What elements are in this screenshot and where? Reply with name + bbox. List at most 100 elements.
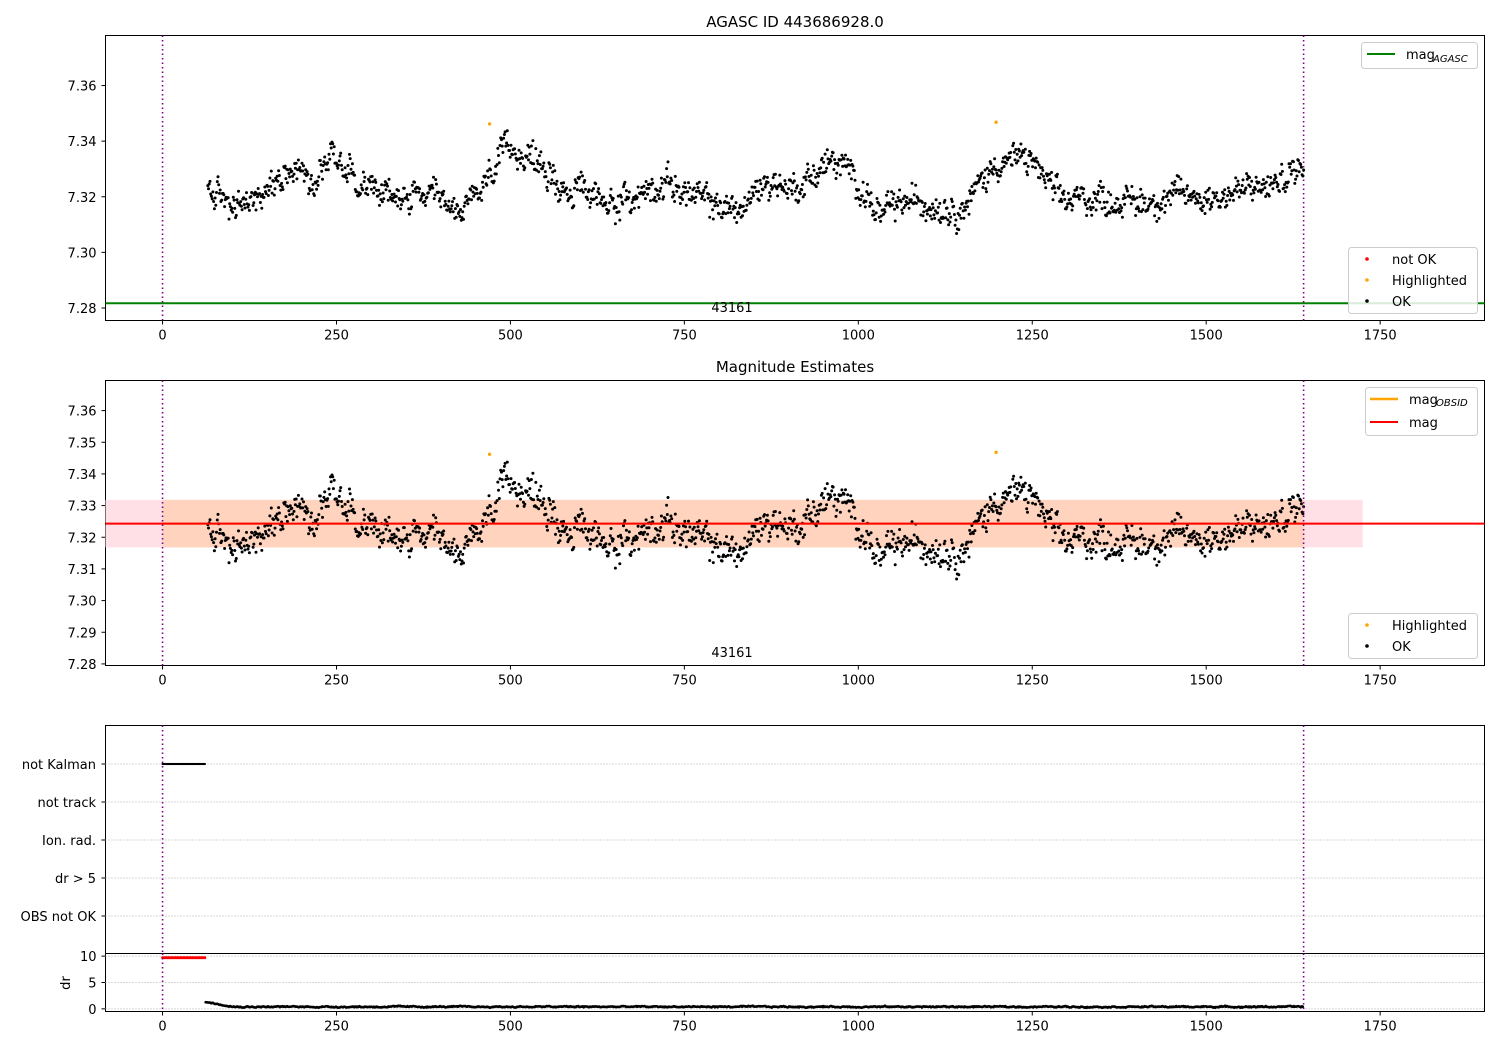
panel-magnitude-ok-point [537,488,541,492]
panel-magnitude-ok-point [273,526,277,530]
panel-magnitude-ok-point [899,541,903,545]
panel-magnitude-ok-point [291,518,295,522]
panel-magnitude-ok-point [872,556,876,560]
panel-magnitude-ok-point [1237,536,1241,539]
panel-agasc-ok-point [1177,175,1181,179]
panel-agasc-ok-point [1282,186,1286,190]
panel-agasc-ok-point [869,191,873,195]
panel-magnitude-ok-point [914,543,918,547]
panel-agasc-ok-point [784,182,788,186]
panel-agasc-ok-point [237,189,240,193]
panel-magnitude-ok-point [361,507,365,511]
panel-agasc-ok-point [581,174,584,178]
panel-agasc-ok-point [934,198,938,202]
panel-agasc-ok-point [386,198,390,202]
panel-magnitude-ok-point [513,481,517,484]
panel-magnitude-lines [105,380,1485,666]
panel-magnitude-ok-point [971,532,975,535]
panel-agasc-ok-point [643,197,647,201]
panel-agasc-ok-point [258,201,262,204]
panel-agasc-ok-point [554,192,557,196]
panel-magnitude-ok-point [213,537,217,541]
panel-agasc-ok-point [894,200,898,204]
panel-magnitude-ok-point [387,515,391,519]
panel-magnitude-ok-point [700,537,704,541]
panel-agasc-ok-point [410,183,414,187]
dr-ytick-label: 10 [80,950,97,965]
panel-agasc-ok-point [825,166,829,170]
panel-agasc-ok-point [337,159,341,163]
panel-magnitude-ok-point [1196,542,1200,546]
panel-agasc-ok-point [548,162,552,166]
panel-magnitude-ok-point [227,561,231,565]
panel-magnitude-ok-point [849,494,853,498]
panel-agasc-ok-point [1244,186,1248,190]
panel-agasc-ok-point [947,212,951,216]
panel-agasc-ok-point [905,196,909,199]
panel-agasc-ok-point [239,204,243,208]
panel-agasc-ok-point [1097,184,1101,188]
panel-magnitude-ok-point [450,545,454,549]
panel-agasc-ok-point [893,219,897,223]
panel-magnitude-ok-point [475,527,479,531]
panel-magnitude-ok-point [599,543,603,547]
panel-magnitude-ok-point [792,509,796,513]
panel-agasc-ok-point [210,197,214,201]
panel-agasc-ok-point [272,179,275,183]
panel-magnitude-ok-point [1205,542,1209,546]
panel-agasc-ok-point [1077,197,1081,201]
panel-agasc-ok-point [607,209,611,213]
panel-agasc-ok-point [1041,168,1045,172]
panel-agasc-ok-point [312,194,316,197]
panel-agasc-ok-point [1101,190,1105,193]
panel-agasc-ok-point [295,177,299,181]
panel-magnitude-ok-point [277,511,281,515]
panel-agasc-ok-point [712,199,716,203]
panel-agasc-ok-point [874,218,877,221]
panel-agasc-ok-point [513,152,517,156]
panel-magnitude-ok-point [417,530,421,534]
panel-magnitude-ok-point [244,538,248,542]
panel-magnitude-ok-point [542,497,546,501]
panel-agasc-ok-point [1037,163,1041,167]
panel-magnitude-ok-point [517,482,521,486]
panel-magnitude-ok-point [1037,499,1041,503]
panel-agasc-ok-point [733,216,736,220]
panel-magnitude-ok-point [1057,526,1061,530]
panel-agasc-ok-point [909,198,913,202]
panel-magnitude-ok-point [833,493,837,497]
panel-agasc-ok-point [1291,160,1295,164]
panel-agasc-ok-point [1225,203,1229,207]
panel-agasc-ok-point [984,187,988,191]
panel-magnitude-ok-point [1251,528,1255,532]
panel-agasc-ok-point [867,193,871,197]
panel-agasc-ok-point [654,199,658,203]
panel-agasc-ok-point [489,174,493,178]
panel-agasc-ok-point [680,192,684,196]
panel-magnitude-ok-point [586,538,590,542]
panel-magnitude-ok-point [1024,497,1028,501]
panel-magnitude-ok-point [1047,510,1051,514]
panel-agasc-ok-point [407,207,411,211]
panel-agasc-ok-point [985,190,988,194]
panel-magnitude-ok-point [947,554,951,558]
panel-agasc-ok-point [441,192,445,196]
panel-agasc-ok-point [1057,186,1061,190]
panel-agasc-ok-point [749,196,753,200]
panel-magnitude-ok-point [680,532,684,536]
panel-magnitude-ok-point [688,525,692,529]
panel-agasc-ok-point [1283,190,1287,194]
panel-agasc-ok-point [971,192,975,195]
panel-magnitude-ok-point [985,503,989,507]
panel-agasc-ok-point [558,198,562,202]
panel-agasc-ok-point [1184,201,1188,205]
panel-magnitude-ok-point [611,537,615,541]
panel-magnitude-ok-point [670,517,674,521]
panel-agasc-ok-point [944,216,948,220]
panel-agasc-ok-point [1205,200,1209,204]
panel-magnitude-ok-point [548,498,552,502]
panel-magnitude-ok-point [646,532,650,536]
panel-magnitude-ok-point [451,541,454,545]
panel-agasc-ok-point [786,196,790,200]
